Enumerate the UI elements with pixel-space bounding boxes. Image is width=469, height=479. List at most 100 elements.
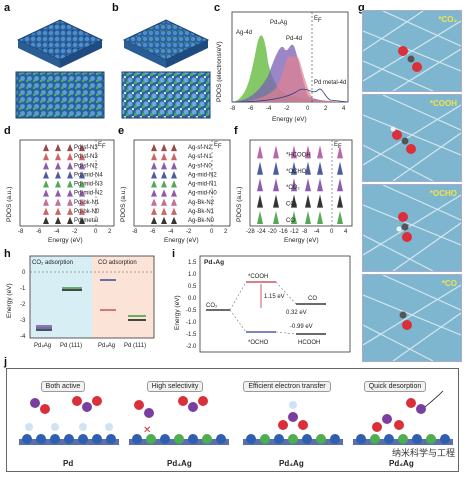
j-catalyst-pd: Pd [63,459,74,468]
i-value-co: 0.32 eV [286,310,307,316]
g-label-co: *CO [441,279,457,288]
h-xticks: Pd₄Ag Pd (111) Pd₄Ag Pd (111) [34,343,146,349]
j-tag-high-selectivity: High selectivity [125,375,225,393]
panel-label-h: h [4,248,11,260]
d-row-label-3: Pd-mid-N4 [74,172,103,178]
d-row-label-4: Pd-mid-N3 [74,182,103,188]
j-schematic-panel: Both active High selectivity Efficient e… [6,368,459,472]
g-label-co2: *CO₂ [438,15,457,24]
f-row-label-2: *CO₂ [286,185,300,191]
e-row-curve-2 [134,162,230,170]
j-surface-pd4ag-2 [243,401,343,445]
c-pd-metal-curve [231,88,349,103]
f-xticks: -28 -24 -20 -16 -12 -8 -4 0 4 [246,229,348,235]
svg-text:4: 4 [342,106,346,112]
panel-label-b: b [112,2,119,14]
svg-text:0: 0 [330,229,334,235]
svg-text:0: 0 [94,229,98,235]
g-label-ocho: *OCHO [429,189,457,198]
panel-label-f: f [234,125,238,137]
svg-text:-2: -2 [20,302,26,308]
f-row-label-1: *OCHO [286,169,307,175]
c-legend-pdmetal: Pd metal-4d [314,80,346,86]
f-row-curve-0 [250,145,352,159]
j-mechanism-diagram: ✕ [19,390,453,445]
d-row-label-8: Pd-metal [74,218,98,224]
watermark-text: 纳米科学与工程 [391,449,455,459]
panel-label-a: a [4,2,11,14]
e-row-curve-3 [134,171,230,179]
j-desorb-arrow-icon [424,390,444,408]
svg-text:-16: -16 [279,229,288,235]
d-ylabel: PDOS (a.u.) [6,186,13,222]
g-lattice-icon [363,185,461,271]
svg-text:2: 2 [324,106,328,112]
f-pdos-chart: *HCOOH *OCHO *CO₂ CO₂ CO EF -28 -24 -20 -16 … [246,139,353,244]
svg-text:-2: -2 [284,106,290,112]
e-ylabel: PDOS (a.u.) [120,186,127,222]
c-ag-4d-curve [232,35,348,103]
d-row-label-0: Pd-sf-N3 [74,145,98,151]
svg-text:0.0: 0.0 [188,296,197,302]
c-legend-pd4d: Pd-4d [286,36,302,42]
j-catalyst-pd4ag-2: Pd₄Ag [279,459,304,468]
f-ylabel: PDOS (a.u.) [236,186,243,222]
f-row-curve-2 [250,178,352,192]
i-pathway-chart: Pd₄Ag CO₂ *COOH CO *OCHO HCOOH 1.15 eV 0… [186,255,351,353]
c-ylabel: PDOS (electrons/eV) [216,41,223,102]
c-xticks: -8 -6 -4 -2 0 2 4 [230,106,346,112]
svg-text:-28: -28 [246,229,255,235]
j-catalyst-pd4ag-3: Pd₄Ag [389,459,414,468]
i-value-ocho: -0.99 eV [290,324,313,330]
e-row-label-8: Ag-Bk-N0 [188,218,215,224]
d-pdos-chart: Pd-sf-N3 Pd-sf-N3 Pd-sf-N2 Pd-mid-N4 Pd-mid-… [18,139,115,244]
svg-text:-1: -1 [20,286,26,292]
e-row-curve-6 [134,198,230,206]
svg-text:-6: -6 [248,106,254,112]
j-block-icon: ✕ [143,425,151,436]
e-xticks: -8 -6 -4 -2 0 2 [132,229,228,235]
svg-text:0: 0 [22,270,26,276]
d-row-label-1: Pd-sf-N3 [74,154,98,160]
f-xlabel: Energy (eV) [284,237,319,244]
structure-b-image [121,19,211,119]
d-xlabel: Energy (eV) [48,237,83,244]
i-label-co: CO [308,296,317,302]
i-yticks: 1.5 1.0 0.5 0.0 -0.5 -1.0 -1.5 -2.0 [186,260,197,350]
svg-text:EF: EF [334,142,342,150]
svg-text:Pd₄Ag: Pd₄Ag [34,343,51,349]
svg-text:-3: -3 [20,318,26,324]
svg-text:-2.0: -2.0 [186,344,197,350]
svg-text:EF: EF [314,16,322,24]
svg-text:-4: -4 [20,334,26,340]
svg-text:-6: -6 [150,229,156,235]
g-snapshot-co: *CO [362,274,462,362]
e-row-curve-8 [134,216,230,224]
svg-text:-12: -12 [290,229,299,235]
panel-label-j: j [4,356,8,368]
e-xlabel: Energy (eV) [164,237,199,244]
e-row-label-5: Ag-mid-N0 [188,191,217,197]
f-row-label-4: CO [286,218,295,224]
i-title: Pd₄Ag [204,259,224,266]
j-tag-quick-desorption: Quick desorption [345,375,445,393]
j-catalyst-pd4ag-1: Pd₄Ag [167,459,192,468]
i-value-cooh: 1.15 eV [264,294,285,300]
e-row-label-7: Ag-Bk-N1 [188,209,215,215]
svg-text:-4: -4 [266,106,272,112]
e-row-curve-1 [134,152,230,161]
panel-label-c: c [214,2,221,14]
f-row-label-3: CO₂ [286,202,298,208]
svg-text:0: 0 [210,229,214,235]
e-row-label-0: Ag-sf-N2 [188,145,212,151]
panel-label-g: g [358,2,365,14]
panel-label-i: i [172,248,176,260]
svg-text:-4: -4 [314,229,320,235]
h-ylabel: Energy (eV) [6,283,13,318]
svg-text:2: 2 [108,229,112,235]
svg-text:-8: -8 [18,229,24,235]
panel-label-e: e [118,125,125,137]
d-xticks: -8 -6 -4 -2 0 2 [18,229,112,235]
svg-text:-2: -2 [72,229,78,235]
svg-text:-8: -8 [230,106,236,112]
